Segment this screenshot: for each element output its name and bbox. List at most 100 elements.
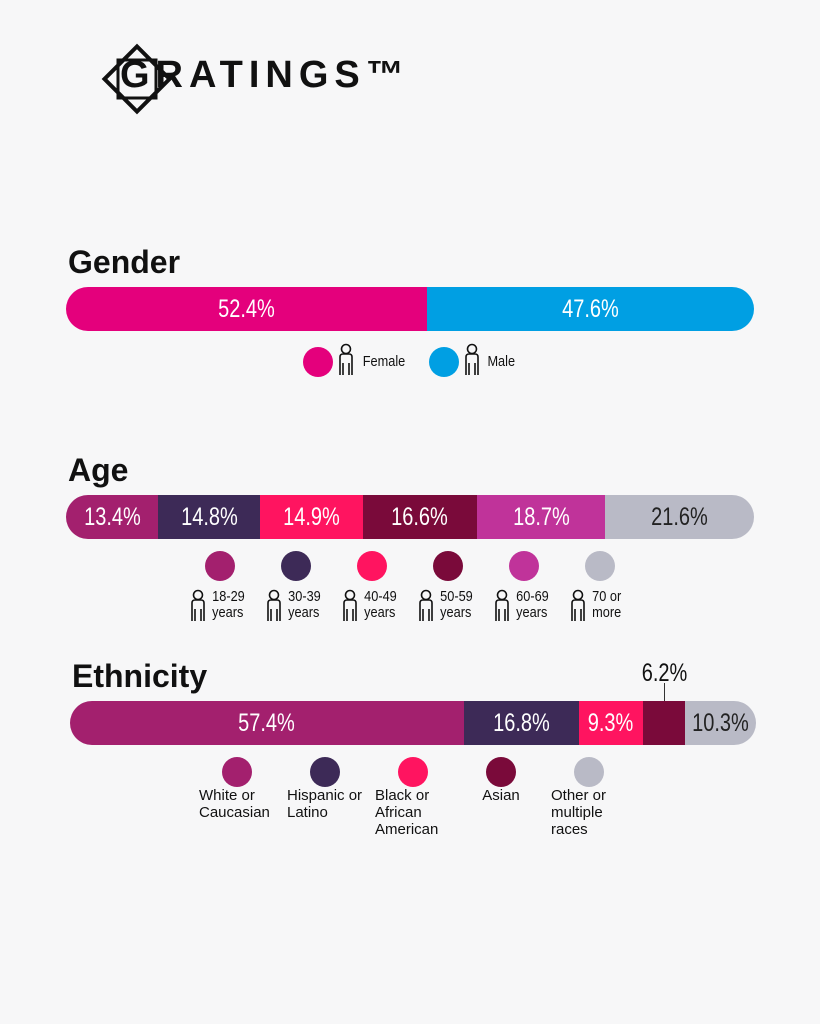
- legend-label: 60-69 years: [516, 588, 549, 621]
- legend-label: Female: [362, 353, 405, 370]
- person-icon: [337, 343, 355, 381]
- legend-item: Other or multiple races: [551, 757, 627, 838]
- stacked-bar: 57.4% 16.8% 9.3% 6.2% 10.3%: [70, 659, 756, 745]
- value-label: 14.9%: [282, 502, 340, 531]
- value-label: 13.4%: [83, 502, 141, 531]
- bar-segment: 10.3%: [685, 701, 756, 745]
- bar-segment: 57.4%: [70, 701, 464, 745]
- legend-text: White or Caucasian: [199, 787, 275, 821]
- legend-swatch: [486, 757, 516, 787]
- legend-swatch: [574, 757, 604, 787]
- value-label: 21.6%: [651, 502, 708, 531]
- legend-label: 18-29 years: [212, 588, 245, 621]
- legend-label: Other or multiple races: [551, 787, 607, 838]
- bar-segment: 16.6%: [362, 495, 477, 539]
- value-label: 52.4%: [217, 294, 275, 323]
- legend-label: Black or African American: [375, 787, 439, 838]
- bar-segment: 9.3%: [578, 701, 643, 745]
- value-label: 6.2%: [641, 659, 687, 687]
- bar-segment: 16.8%: [463, 701, 579, 745]
- bar-segment: 47.6%: [426, 287, 754, 331]
- legend-text: Other or multiple races: [551, 787, 627, 838]
- value-label: 47.6%: [561, 294, 619, 323]
- chart-title: Age: [68, 452, 129, 488]
- bar-segment: 52.4%: [66, 287, 427, 331]
- logo-mark: [101, 43, 173, 115]
- bar-segment: 21.6%: [605, 495, 754, 539]
- legend-item: Black or African American: [375, 757, 451, 838]
- value-label: 14.8%: [180, 502, 238, 531]
- legend-swatch: [357, 551, 387, 581]
- person-icon: [569, 589, 587, 627]
- legend-text: 18-29 years: [189, 589, 251, 627]
- legend-text: Black or African American: [375, 787, 451, 838]
- legend-item: 18-29 years: [188, 551, 252, 627]
- legend-label: Asian: [482, 787, 520, 804]
- legend-label: Hispanic or Latino: [287, 787, 363, 821]
- chart-title: Gender: [68, 244, 181, 280]
- legend-item: 50-59 years: [416, 551, 480, 627]
- legend-swatch: [205, 551, 235, 581]
- legend-text: 60-69 years: [493, 589, 555, 627]
- brand: GRATINGS™: [120, 54, 410, 96]
- legend-label: 40-49 years: [364, 588, 397, 621]
- bar-segment: 14.8%: [158, 495, 260, 539]
- legend-label: 30-39 years: [288, 588, 321, 621]
- legend-label: 70 or more: [592, 588, 622, 621]
- bar-segment: 14.9%: [260, 495, 363, 539]
- value-label: 9.3%: [588, 708, 634, 737]
- person-icon: [417, 589, 435, 627]
- legend-text: 50-59 years: [417, 589, 479, 627]
- legend-item: Asian: [463, 757, 539, 838]
- ethnicity-chart: Ethnicity 57.4% 16.8% 9.3% 6.2% 10.3% White or…: [70, 658, 756, 838]
- legend-item: 60-69 years: [492, 551, 556, 627]
- chart-title: Ethnicity: [72, 658, 208, 694]
- logo: GRATINGS™: [100, 42, 404, 115]
- legend-text: 40-49 years: [341, 589, 403, 627]
- legend-swatch: [302, 347, 333, 377]
- value-label: 16.6%: [391, 502, 448, 531]
- legend-item: 30-39 years: [264, 551, 328, 627]
- value-label: 57.4%: [238, 708, 296, 737]
- legend: 18-29 years 30-39 years 40-49 years 50-59 y…: [66, 551, 754, 627]
- legend-item: Male: [428, 343, 518, 381]
- value-label: 10.3%: [692, 708, 750, 737]
- legend-swatch: [585, 551, 615, 581]
- legend-text: Hispanic or Latino: [287, 787, 363, 821]
- legend-item: Female: [302, 343, 409, 381]
- legend-text: 70 or more: [569, 589, 631, 627]
- person-icon: [463, 343, 481, 381]
- legend: Female Male: [66, 343, 754, 381]
- legend-text: 30-39 years: [265, 589, 327, 627]
- stacked-bar: 13.4% 14.8% 14.9% 16.6% 18.7% 21.6%: [66, 495, 754, 539]
- legend-text: Asian: [482, 787, 520, 804]
- gender-chart: Gender 52.4% 47.6% Female Male: [66, 244, 754, 381]
- person-icon: [493, 589, 511, 627]
- stacked-bar: 52.4% 47.6%: [66, 287, 754, 331]
- person-icon: [341, 589, 359, 627]
- legend-swatch: [222, 757, 252, 787]
- legend-label: 50-59 years: [440, 588, 473, 621]
- legend: White or Caucasian Hispanic or Latino Blac…: [70, 757, 756, 838]
- legend-swatch: [433, 551, 463, 581]
- legend-swatch: [310, 757, 340, 787]
- legend-swatch: [281, 551, 311, 581]
- legend-swatch: [509, 551, 539, 581]
- person-icon: [189, 589, 207, 627]
- legend-swatch: [428, 347, 459, 377]
- legend-label: White or Caucasian: [199, 787, 270, 821]
- bar-segment: 18.7%: [476, 495, 606, 539]
- value-label: 16.8%: [493, 708, 550, 737]
- age-chart: Age 13.4% 14.8% 14.9% 16.6% 18.7% 21.6% 18-29 y…: [66, 452, 754, 627]
- value-label: 18.7%: [512, 502, 570, 531]
- legend-item: 70 or more: [568, 551, 632, 627]
- person-icon: [265, 589, 283, 627]
- legend-label: Male: [487, 353, 515, 370]
- legend-item: 40-49 years: [340, 551, 404, 627]
- bar-segment: 13.4%: [66, 495, 159, 539]
- bar-segment: 6.2%: [641, 659, 687, 745]
- legend-item: White or Caucasian: [199, 757, 275, 838]
- legend-swatch: [398, 757, 428, 787]
- legend-item: Hispanic or Latino: [287, 757, 363, 838]
